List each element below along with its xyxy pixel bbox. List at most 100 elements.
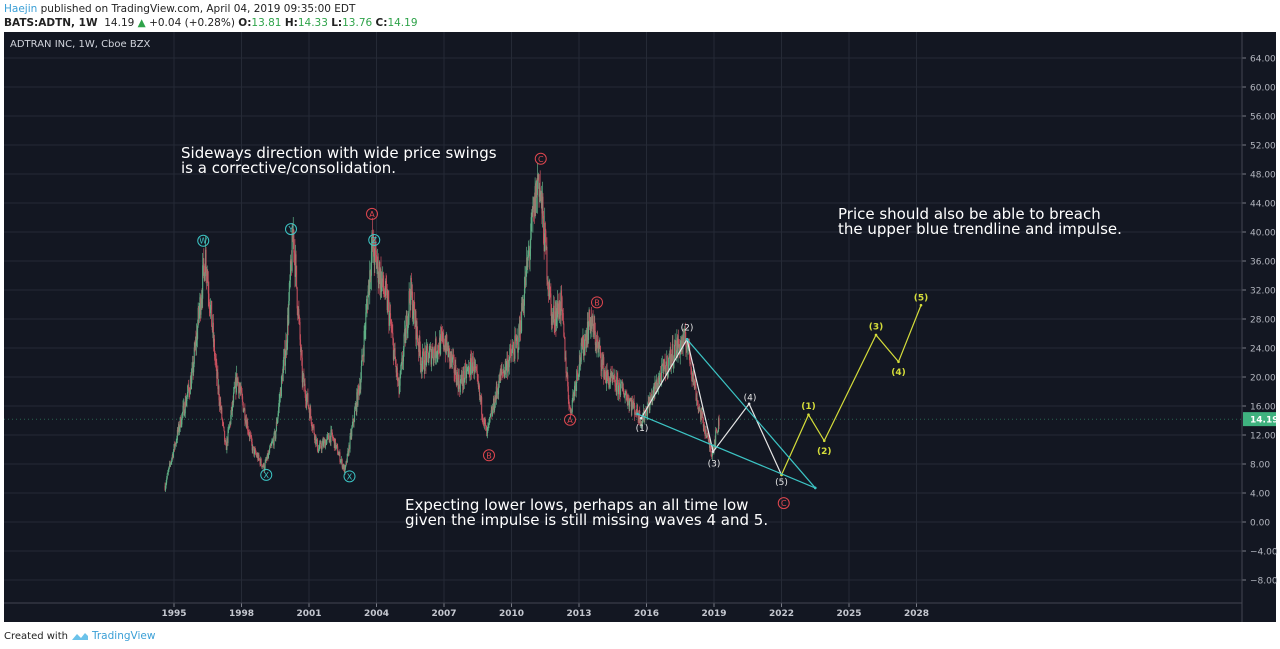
candle-body [570, 407, 572, 413]
candle-body [350, 432, 352, 437]
annotation-breach[interactable]: Price should also be able to breach the … [838, 205, 1122, 238]
tradingview-link[interactable]: TradingView [91, 630, 156, 642]
candle-body [417, 334, 419, 343]
candle-body [688, 338, 690, 351]
candle-body [619, 394, 621, 396]
candle-body [370, 275, 372, 277]
wave-label-circle [534, 152, 547, 165]
candle-body [509, 348, 511, 359]
candle-body [692, 370, 694, 378]
candle-body [369, 270, 371, 277]
candle-body [603, 357, 605, 379]
candle-body [691, 368, 692, 375]
candle-body [427, 353, 429, 363]
candle-body [477, 374, 479, 381]
candle-body [538, 174, 539, 180]
candle-body [260, 458, 262, 465]
candle-body [462, 371, 464, 386]
high-value: 14.33 [297, 17, 328, 29]
candle-body [318, 448, 320, 453]
candle-body [361, 355, 363, 367]
candle-body [664, 359, 665, 362]
candle-body [202, 258, 204, 266]
candle-body [315, 439, 317, 444]
candle-body [572, 394, 574, 401]
candle-body [523, 288, 525, 306]
candle-body [284, 355, 286, 366]
candle-body [610, 372, 612, 377]
candle-body [279, 389, 281, 398]
candle-body [295, 254, 297, 266]
candle-body [625, 393, 627, 394]
candle-body [422, 351, 424, 364]
candle-body [685, 341, 687, 348]
candle-body [334, 438, 336, 449]
wave-point [807, 413, 810, 417]
candle-body [243, 408, 245, 411]
y-tick-label: 28.00 [1250, 316, 1276, 326]
candle-body [231, 407, 233, 412]
candle-body [423, 352, 425, 370]
candle-body [686, 346, 688, 353]
candle-body [269, 445, 271, 449]
candle-body [372, 232, 374, 249]
candle-body [278, 399, 280, 407]
candle-body [400, 370, 402, 374]
candle-body [460, 380, 462, 382]
candle-body [661, 364, 663, 383]
author-link[interactable]: Haejin [4, 3, 38, 15]
candle-body [521, 303, 523, 332]
candle-body [712, 448, 714, 451]
candle-body [220, 407, 222, 410]
candle-body [432, 349, 434, 358]
candle-body [298, 316, 300, 323]
candle-body [495, 386, 497, 400]
candle-body [318, 448, 320, 449]
candle-body [565, 357, 567, 374]
candle-body [230, 407, 232, 415]
candle-body [673, 356, 675, 362]
candle-body [265, 459, 267, 463]
candle-body [372, 237, 374, 249]
candle-body [496, 391, 498, 393]
candle-body [552, 313, 554, 320]
wave-label: (4) [891, 368, 906, 378]
candle-body [289, 279, 291, 284]
candle-body [575, 384, 577, 391]
candle-body [523, 305, 525, 309]
y-tick-label: 36.00 [1250, 258, 1276, 268]
candle-body [514, 335, 516, 339]
candle-body [361, 355, 363, 357]
candle-body [676, 337, 678, 353]
candle-body [538, 174, 540, 197]
candle-body [571, 400, 573, 412]
candle-body [669, 349, 671, 358]
candle-body [186, 396, 188, 401]
candle-body [467, 367, 469, 369]
candle-body [448, 345, 450, 349]
candle-body [354, 410, 356, 422]
candle-body [373, 237, 375, 257]
candle-body [211, 326, 213, 331]
candle-body [650, 396, 652, 402]
candle-body [360, 379, 362, 390]
candle-body [530, 238, 532, 249]
annotation-sideways[interactable]: Sideways direction with wide price swing… [181, 144, 497, 177]
candle-body [304, 383, 306, 394]
candle-body [453, 357, 455, 373]
candle-body [444, 344, 446, 351]
candle-body [294, 252, 296, 277]
annotation-lower-lows[interactable]: Expecting lower lows, perhaps an all tim… [405, 496, 769, 529]
candle-body [296, 287, 298, 309]
candle-body [191, 369, 193, 376]
candle-body [353, 421, 355, 423]
candle-body [387, 297, 389, 301]
candle-body [480, 397, 482, 402]
candle-body [398, 378, 400, 394]
footer: Created with TradingView [4, 630, 155, 642]
candle-body [380, 268, 382, 292]
candle-body [374, 243, 376, 265]
candle-body [565, 357, 566, 360]
candle-body [320, 442, 322, 448]
